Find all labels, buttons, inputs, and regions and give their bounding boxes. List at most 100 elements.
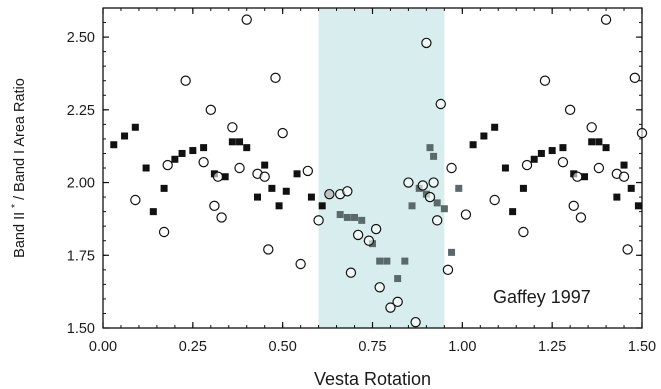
open-circle-point <box>622 244 633 255</box>
filled-square-point <box>559 144 567 152</box>
x-tick-label: 0.75 <box>358 339 386 355</box>
filled-square-point <box>228 138 236 146</box>
y-axis-label-rest: / Band I Area Ratio <box>12 78 28 200</box>
open-circle-point <box>442 264 454 276</box>
open-circle-point <box>345 267 357 278</box>
gray-square-point <box>455 184 463 192</box>
x-tick-label: 0.50 <box>269 339 297 355</box>
open-circle-point <box>180 75 191 86</box>
open-circle-point <box>158 226 170 238</box>
open-circle-point <box>324 188 335 200</box>
open-circle-point <box>428 177 439 188</box>
open-circle-point <box>431 215 443 226</box>
open-circle-point <box>629 72 641 84</box>
open-circle-point <box>216 212 227 223</box>
y-axis-label-superscript: * <box>10 204 21 208</box>
y-tick-label: 1.50 <box>67 321 95 337</box>
filled-square-point <box>254 193 262 201</box>
open-circle-point <box>277 127 288 139</box>
x-axis-label: Vesta Rotation <box>314 369 431 389</box>
gray-square-point <box>426 144 434 152</box>
open-circle-point <box>586 122 597 133</box>
open-circle-point <box>302 165 314 177</box>
open-circle-point <box>392 296 403 308</box>
filled-square-point <box>613 193 621 201</box>
filled-square-point <box>131 123 139 131</box>
filled-square-point <box>236 138 244 146</box>
filled-square-point <box>160 184 168 192</box>
y-tick-label: 2.50 <box>67 30 95 46</box>
open-circle-point <box>352 229 364 241</box>
open-circle-point <box>446 162 457 174</box>
x-tick-label: 1.00 <box>448 339 476 355</box>
open-circle-point <box>417 180 429 191</box>
open-circle-point <box>403 177 414 188</box>
points-layer <box>110 14 648 328</box>
open-circle-point <box>521 159 533 171</box>
open-circle-point <box>489 194 500 206</box>
open-circle-point <box>593 162 605 174</box>
open-circle-point <box>572 171 583 182</box>
filled-square-point <box>634 202 642 210</box>
filled-square-point <box>588 138 596 146</box>
filled-square-point <box>602 144 610 152</box>
open-circle-point <box>259 171 270 182</box>
filled-square-point <box>480 132 488 140</box>
filled-square-point <box>537 149 545 157</box>
open-circle-point <box>241 14 252 25</box>
filled-square-point <box>530 155 538 163</box>
x-tick-label: 1.50 <box>628 339 656 355</box>
open-circle-point <box>270 72 281 84</box>
open-circle-point <box>618 171 630 182</box>
gray-square-point <box>433 199 441 207</box>
filled-square-point <box>469 141 477 149</box>
open-circle-point <box>130 194 141 206</box>
open-circle-point <box>234 162 245 174</box>
filled-square-point <box>261 161 269 169</box>
filled-square-point <box>519 184 527 192</box>
gray-square-point <box>408 202 416 210</box>
open-circle-point <box>205 104 216 116</box>
filled-square-point <box>509 208 517 216</box>
open-circle-point <box>385 302 396 313</box>
filled-square-point <box>178 149 186 157</box>
y-axis-label-main: Band II <box>12 212 28 258</box>
open-circle-point <box>313 215 324 226</box>
text-layer: Vesta Rotation Band II * / Band I Area R… <box>6 30 656 389</box>
open-circle-point <box>410 316 421 328</box>
axes-layer <box>102 7 643 329</box>
open-circle-point <box>162 159 173 171</box>
filled-square-point <box>282 187 290 195</box>
filled-square-point <box>620 161 628 169</box>
x-tick-label: 0.25 <box>179 339 207 355</box>
filled-square-point <box>121 132 129 140</box>
open-circle-point <box>539 75 551 86</box>
y-axis-label: Band II * / Band I Area Ratio <box>6 78 28 258</box>
open-circle-point <box>435 98 446 110</box>
highlight-band-layer <box>318 8 445 328</box>
open-circle-point <box>295 258 306 270</box>
open-circle-point <box>374 282 385 293</box>
open-circle-point <box>568 200 579 212</box>
gray-square-point <box>351 213 359 221</box>
gray-square-point <box>430 152 438 160</box>
filled-square-point <box>275 202 283 210</box>
gray-square-point <box>358 216 366 224</box>
x-tick-label: 1.25 <box>538 339 566 355</box>
open-circle-point <box>212 171 224 182</box>
filled-square-point <box>110 141 118 149</box>
open-circle-point <box>460 209 472 220</box>
open-circle-point <box>600 14 612 25</box>
filled-square-point <box>189 147 197 155</box>
filled-square-point <box>200 144 208 152</box>
open-circle-point <box>263 244 274 255</box>
y-tick-label: 2.25 <box>67 103 95 119</box>
open-circle-point <box>557 156 569 168</box>
gray-square-point <box>343 213 351 221</box>
annotation-label: Gaffey 1997 <box>493 287 591 307</box>
open-circle-point <box>370 223 382 235</box>
open-circle-point <box>421 37 432 49</box>
filled-square-point <box>501 164 509 172</box>
open-circle-point <box>424 191 436 203</box>
open-circle-point <box>227 122 238 133</box>
